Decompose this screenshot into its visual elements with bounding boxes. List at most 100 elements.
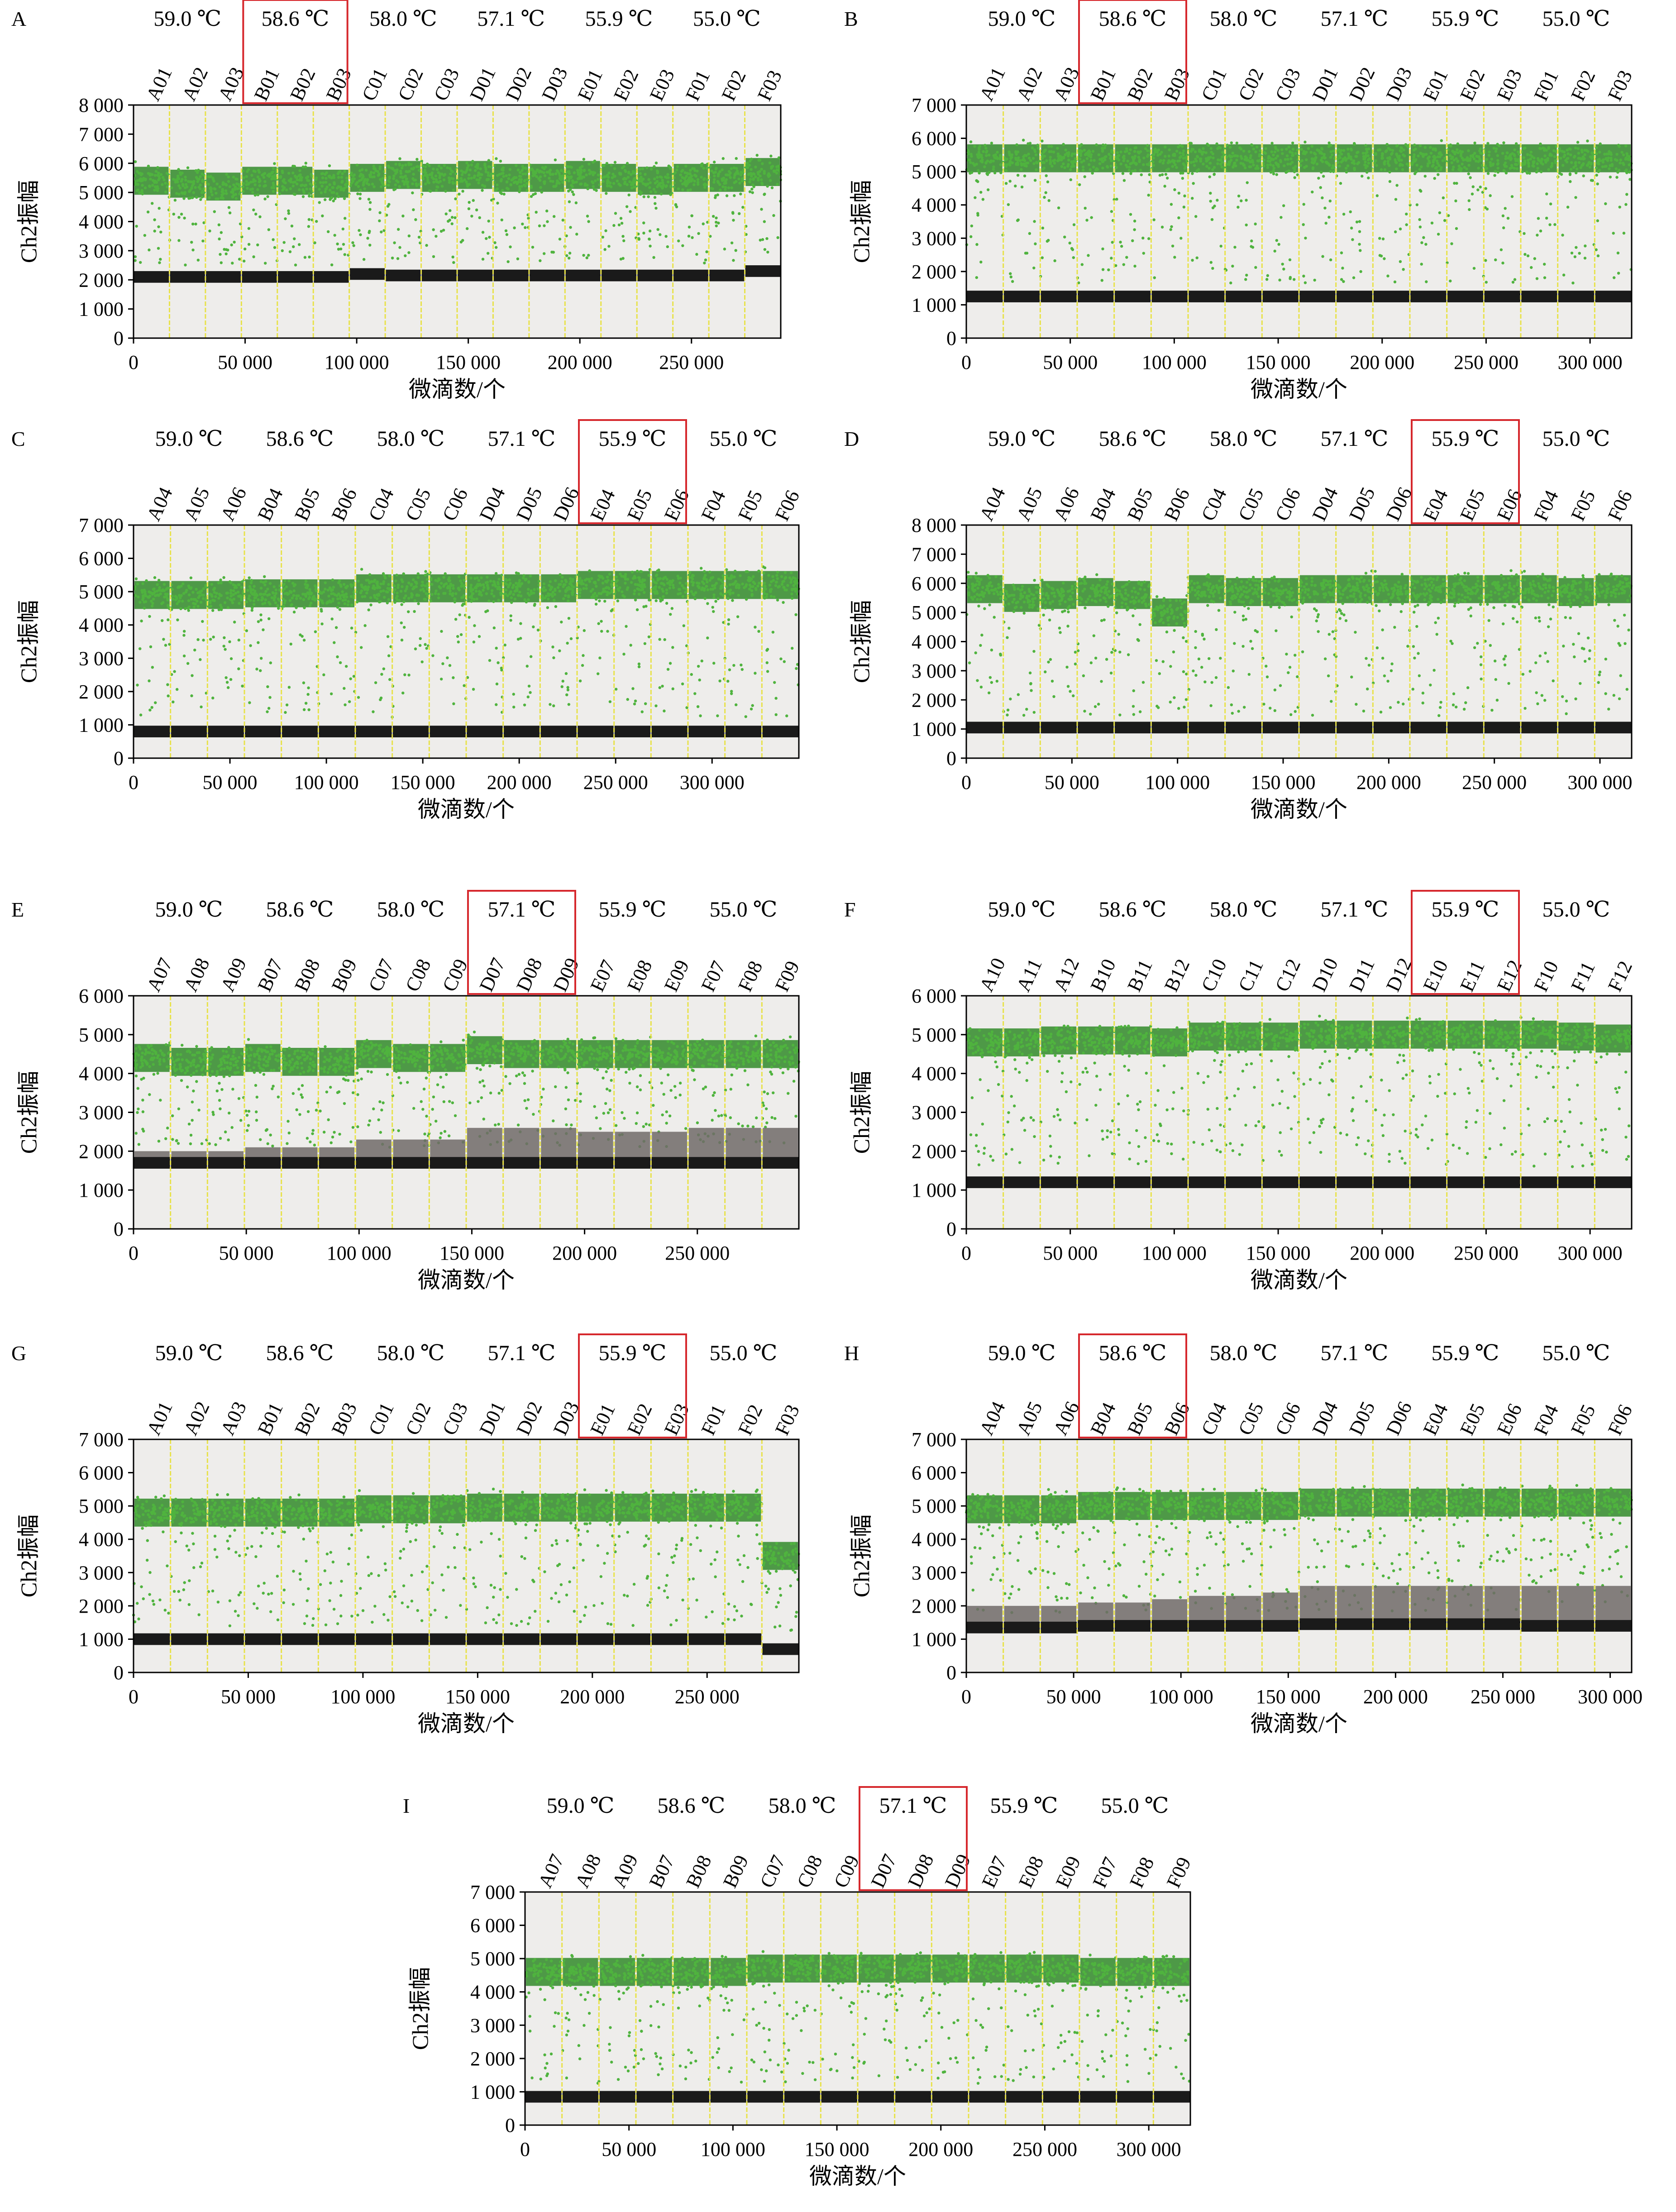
- positive-droplet: [729, 588, 732, 592]
- positive-droplet: [361, 595, 364, 598]
- positive-droplet: [1036, 143, 1039, 147]
- positive-droplet: [194, 169, 198, 172]
- positive-droplet: [592, 161, 595, 164]
- positive-droplet: [1279, 160, 1282, 163]
- negative-cluster: [134, 726, 170, 738]
- positive-droplet: [695, 581, 699, 585]
- panel-letter: C: [11, 427, 25, 450]
- rain-droplet: [387, 654, 391, 657]
- positive-droplet: [1101, 143, 1105, 147]
- positive-droplet: [1251, 159, 1254, 162]
- positive-droplet: [745, 597, 748, 601]
- positive-droplet: [259, 580, 263, 583]
- rain-droplet: [1535, 277, 1539, 280]
- positive-droplet: [1042, 161, 1045, 164]
- positive-droplet: [391, 167, 394, 170]
- positive-droplet: [416, 572, 420, 575]
- rain-droplet: [614, 688, 618, 691]
- positive-droplet: [345, 179, 349, 183]
- rain-droplet: [359, 233, 362, 236]
- positive-droplet: [616, 599, 620, 602]
- positive-droplet: [440, 185, 444, 188]
- rain-droplet: [1359, 270, 1362, 273]
- positive-droplet: [468, 183, 471, 186]
- positive-droplet: [1432, 159, 1435, 162]
- positive-droplet: [570, 584, 573, 588]
- positive-droplet: [1473, 141, 1476, 145]
- rain-droplet: [1254, 222, 1257, 226]
- rain-droplet: [1041, 256, 1044, 259]
- positive-droplet: [696, 178, 700, 181]
- positive-droplet: [681, 169, 684, 172]
- positive-droplet: [1056, 159, 1060, 162]
- positive-droplet: [1139, 150, 1142, 153]
- positive-droplet: [1022, 139, 1025, 142]
- positive-droplet: [178, 171, 182, 174]
- positive-droplet: [1236, 154, 1239, 158]
- rain-droplet: [450, 215, 454, 219]
- rain-droplet: [525, 600, 528, 604]
- negative-cluster: [1521, 291, 1557, 302]
- positive-droplet: [196, 605, 200, 608]
- positive-droplet: [1553, 155, 1557, 158]
- positive-droplet: [567, 179, 571, 182]
- positive-droplet: [1529, 153, 1532, 157]
- rain-droplet: [379, 698, 382, 702]
- rain-droplet: [290, 225, 294, 228]
- rain-droplet: [619, 217, 623, 220]
- rain-droplet: [527, 684, 531, 688]
- rain-droplet: [289, 642, 292, 646]
- positive-droplet: [507, 177, 511, 180]
- rain-droplet: [1402, 268, 1405, 271]
- well-label: A02: [1012, 64, 1046, 104]
- rain-droplet: [1288, 258, 1292, 262]
- rain-droplet: [233, 621, 236, 624]
- positive-droplet: [721, 185, 725, 188]
- rain-droplet: [635, 608, 639, 612]
- positive-droplet: [142, 177, 145, 180]
- positive-droplet: [1067, 158, 1070, 162]
- rain-droplet: [196, 638, 200, 641]
- rain-droplet: [1142, 252, 1146, 255]
- negative-cluster: [1189, 291, 1225, 302]
- rain-droplet: [693, 692, 697, 695]
- rain-droplet: [250, 609, 254, 612]
- positive-droplet: [140, 190, 143, 194]
- positive-droplet: [768, 583, 772, 587]
- positive-droplet: [252, 603, 256, 606]
- positive-droplet: [1545, 148, 1548, 152]
- rain-droplet: [1504, 207, 1507, 210]
- rain-droplet: [714, 600, 717, 603]
- negative-cluster: [493, 269, 529, 282]
- rain-droplet: [1008, 180, 1012, 183]
- positive-droplet: [1108, 153, 1111, 156]
- positive-droplet: [1132, 158, 1135, 162]
- positive-droplet: [201, 196, 204, 199]
- rain-droplet: [226, 686, 230, 689]
- well-label: C01: [1197, 65, 1231, 104]
- positive-droplet: [208, 175, 212, 178]
- rain-droplet: [401, 691, 405, 695]
- positive-droplet: [241, 169, 245, 172]
- positive-droplet: [1245, 158, 1249, 162]
- positive-droplet: [220, 196, 224, 199]
- rain-droplet: [1047, 199, 1050, 202]
- rain-droplet: [292, 192, 296, 196]
- positive-droplet: [157, 172, 160, 175]
- positive-droplet: [1089, 153, 1093, 156]
- positive-droplet: [1496, 159, 1499, 162]
- rain-droplet: [1120, 244, 1123, 248]
- positive-droplet: [1192, 160, 1195, 163]
- rain-droplet: [139, 261, 142, 264]
- positive-droplet: [474, 590, 478, 593]
- rain-droplet: [166, 683, 169, 686]
- positive-droplet: [671, 583, 675, 587]
- positive-droplet: [217, 597, 220, 600]
- positive-droplet: [602, 180, 605, 183]
- rain-droplet: [1625, 193, 1628, 196]
- positive-droplet: [186, 180, 190, 183]
- positive-droplet: [1337, 154, 1341, 158]
- positive-droplet: [268, 582, 272, 585]
- positive-droplet: [473, 174, 476, 177]
- rain-droplet: [1352, 276, 1356, 279]
